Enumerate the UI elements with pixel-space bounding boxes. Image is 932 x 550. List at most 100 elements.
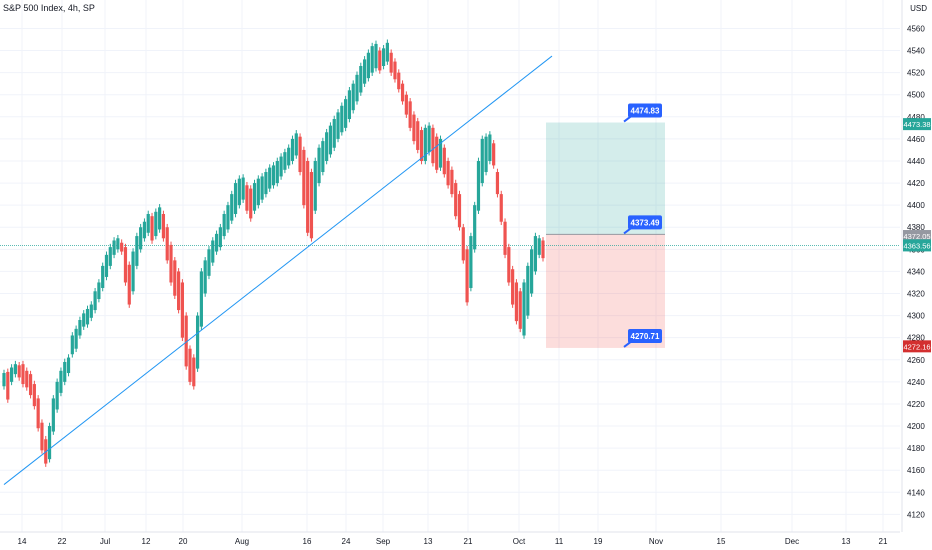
candle-body: [511, 269, 515, 305]
candle-body: [476, 160, 481, 211]
candle-body: [264, 172, 268, 195]
candle-body: [389, 52, 393, 73]
candle-body: [499, 194, 503, 222]
candle-body: [222, 213, 226, 237]
chart-grid: [0, 0, 900, 532]
candle-body: [249, 188, 253, 219]
candle-body: [135, 236, 139, 266]
candle-body: [306, 160, 310, 233]
y-tick-label: 4420: [907, 179, 925, 188]
candle-body: [127, 264, 131, 305]
candle-body: [514, 282, 519, 322]
candle-body: [237, 178, 241, 206]
currency-label[interactable]: USD: [910, 4, 927, 13]
candle-body: [17, 365, 21, 378]
x-tick-label: Jul: [100, 537, 110, 546]
candle-body: [302, 149, 306, 206]
candle-body: [78, 320, 82, 336]
candle-body: [313, 160, 317, 211]
candle-body: [214, 233, 219, 252]
candle-body: [139, 227, 143, 250]
candle-body: [522, 282, 526, 336]
candle-body: [25, 370, 29, 388]
candle-body: [518, 291, 522, 329]
candle-body: [233, 183, 238, 214]
candle-body: [177, 271, 181, 311]
x-tick-label: Aug: [235, 537, 249, 546]
candle-body: [450, 169, 454, 195]
candle-body: [287, 147, 291, 166]
candle-body: [294, 133, 298, 156]
axis-current-text: 4372.05: [903, 232, 930, 241]
y-tick-label: 4200: [907, 422, 925, 431]
candle-body: [283, 152, 287, 170]
y-tick-label: 4280: [907, 334, 925, 343]
y-tick-label: 4560: [907, 24, 925, 33]
candle-body: [438, 138, 443, 168]
x-tick-label: 13: [424, 537, 433, 546]
candle-body: [146, 213, 150, 233]
target-label-box: [628, 103, 662, 118]
price-axis[interactable]: 4120 4140 4160 4180 4200 4220 4240 4260 4280 4300…: [901, 0, 931, 532]
candle-body: [275, 160, 279, 184]
y-tick-label: 4500: [907, 91, 925, 100]
candle-body: [488, 134, 492, 161]
y-tick-label: 4380: [907, 223, 925, 232]
candle-body: [370, 46, 374, 73]
trendline-segment: [3, 55, 553, 485]
y-tick-label: 4260: [907, 356, 925, 365]
candle-body: [6, 371, 10, 400]
candle-body: [207, 249, 211, 276]
axis-stop-badge: [903, 340, 931, 353]
y-tick-label: 4120: [907, 510, 925, 519]
y-tick-label: 4220: [907, 400, 925, 409]
y-tick-label: 4480: [907, 113, 925, 122]
x-tick-label: Nov: [649, 537, 663, 546]
candle-body: [442, 147, 446, 175]
candle-body: [180, 282, 185, 338]
axis-target-text: 4473.38: [903, 120, 930, 129]
axis-last-badge: [903, 239, 931, 252]
candle-body: [74, 328, 78, 349]
candle-body: [309, 172, 314, 239]
candle-body: [404, 94, 408, 115]
x-tick-label: 11: [555, 537, 564, 546]
candle-body: [97, 282, 101, 300]
candle-body: [423, 127, 427, 161]
x-tick-label: 21: [464, 537, 473, 546]
x-tick-label: Oct: [513, 537, 526, 546]
candle-body: [120, 242, 124, 252]
y-tick-label: 4160: [907, 466, 925, 475]
candle-body: [158, 207, 162, 230]
y-tick-label: 4340: [907, 267, 925, 276]
candle-body: [108, 247, 112, 266]
candle-body: [218, 227, 222, 248]
candle-body: [241, 177, 245, 200]
candle-body: [226, 205, 230, 230]
entry-label-box: [628, 215, 662, 230]
candle-body: [211, 240, 215, 263]
time-axis[interactable]: 14 22 Jul 12 20 Aug 16 24 Sep 13 21 Oct 11 19 Nov 15 Dec…: [0, 531, 900, 546]
position-zones[interactable]: [0, 122, 900, 348]
target-label-text: 4474.83: [631, 107, 660, 116]
x-tick-label: 21: [879, 537, 888, 546]
candle-body: [192, 357, 196, 387]
x-tick-label: 12: [142, 537, 151, 546]
candle-body: [484, 136, 488, 173]
axis-stop-text: 4272.16: [903, 342, 930, 351]
candle-body: [419, 130, 424, 161]
candle-body: [347, 90, 352, 120]
chart-title: S&P 500 Index, 4h, SP: [3, 3, 95, 13]
x-tick-label: 13: [842, 537, 851, 546]
trendline[interactable]: [3, 55, 553, 485]
candle-body: [85, 308, 90, 325]
candle-body: [457, 194, 462, 228]
candle-body: [55, 381, 59, 410]
candle-body: [340, 105, 344, 133]
candle-body: [230, 194, 234, 221]
x-tick-label: 16: [303, 537, 312, 546]
candle-body: [36, 398, 40, 429]
stop-label-box: [628, 328, 662, 343]
y-tick-label: 4180: [907, 444, 925, 453]
